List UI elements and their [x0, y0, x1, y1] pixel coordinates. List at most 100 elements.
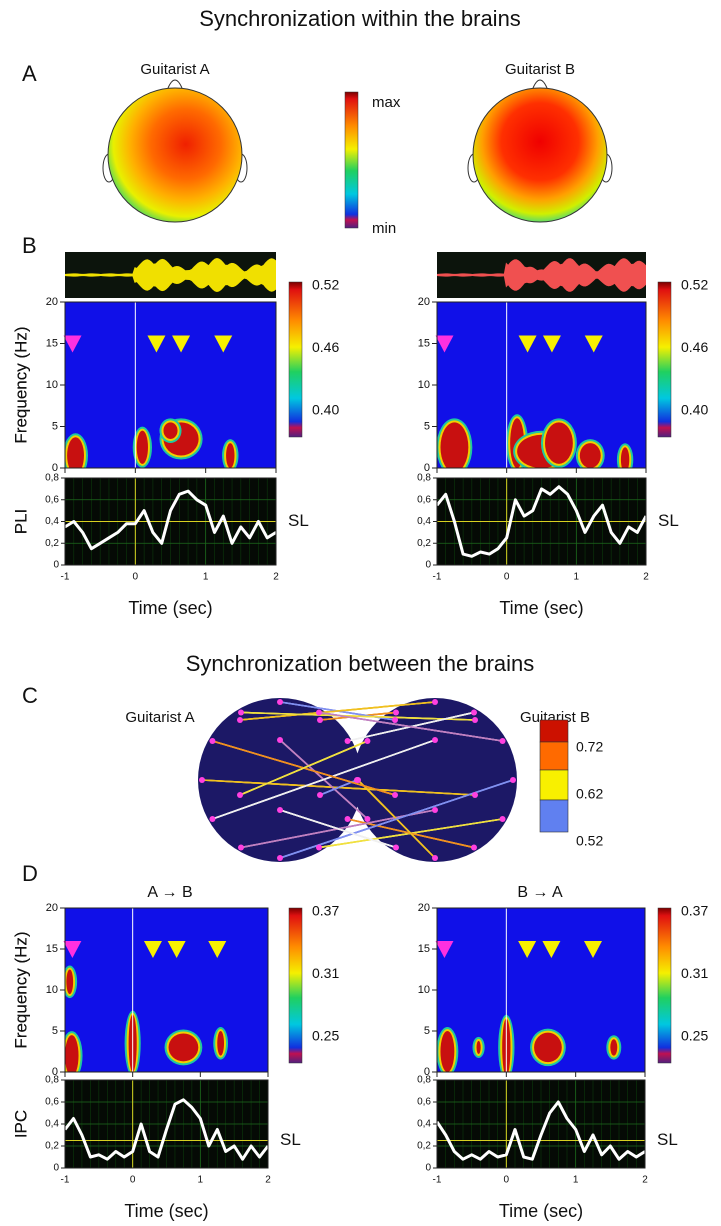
event-marker: [63, 335, 82, 353]
y-tick-label: 0: [53, 1163, 59, 1174]
event-marker: [435, 335, 454, 353]
x-tick-label: 1: [574, 572, 580, 583]
x-axis-label: Time (sec): [499, 598, 583, 618]
connection: [279, 809, 397, 849]
head-nose: [532, 79, 548, 89]
y-tick-label: 15: [46, 943, 58, 955]
y-tick-label: 10: [46, 379, 58, 391]
connection: [239, 740, 368, 796]
y-tick-label: 0,8: [45, 1075, 59, 1086]
electrode: [364, 816, 371, 822]
y-tick-label: 0: [424, 462, 430, 474]
x-tick-label: 2: [265, 1175, 271, 1186]
event-marker: [167, 941, 186, 958]
heatmap-blobs: [65, 418, 239, 468]
y-tick-label: 0,2: [45, 1141, 59, 1152]
plot-frame: [436, 477, 647, 566]
blob-core: [610, 1039, 618, 1056]
connection: [212, 739, 436, 820]
panel-label: A: [22, 61, 37, 86]
waveform: [65, 258, 276, 292]
colorbar: [288, 907, 303, 1064]
y-tick-label: 0,6: [45, 494, 59, 505]
legend-label: 0.52: [576, 833, 603, 849]
event-marker: [435, 941, 454, 958]
electrode: [432, 807, 438, 813]
head-map: [472, 87, 608, 223]
panel-label: D: [22, 861, 38, 886]
event-marker: [518, 941, 537, 958]
data-line: [64, 489, 277, 551]
x-tick-label: 1: [573, 1175, 579, 1186]
electrode: [499, 738, 506, 744]
y-tick-label: 5: [52, 420, 58, 432]
y-tick-label: 20: [418, 296, 430, 308]
panel-label: C: [22, 683, 38, 708]
colorbar: [288, 281, 303, 438]
electrode: [316, 844, 322, 851]
y-axis-label: Frequency (Hz): [11, 931, 30, 1048]
legend-block: [539, 719, 569, 743]
x-axis-label: Time (sec): [128, 598, 212, 618]
legend-block: [539, 799, 569, 833]
y-tick-label: 0,6: [45, 1097, 59, 1108]
electrode: [237, 792, 243, 798]
electrode: [277, 737, 283, 743]
colorbar-label: 0.40: [312, 402, 339, 418]
head-map: [107, 87, 243, 223]
head-label: Guitarist B: [520, 709, 590, 726]
electrode: [393, 709, 399, 716]
electrode: [471, 844, 477, 851]
y-tick-label: 0,4: [45, 1119, 59, 1130]
data-line: [63, 1098, 270, 1161]
heatmap-blobs: [437, 414, 634, 468]
electrode: [393, 844, 399, 851]
blob-core: [579, 443, 601, 468]
x-tick-label: 2: [643, 572, 649, 583]
y-tick-label: 5: [52, 1025, 58, 1037]
connection: [318, 711, 503, 742]
head-nose: [167, 79, 183, 89]
head-label: Guitarist A: [125, 709, 194, 726]
electrode: [432, 737, 438, 743]
y-tick-label: 20: [46, 902, 58, 914]
event-marker: [542, 335, 561, 353]
colorbar-label: min: [372, 220, 396, 237]
x-tick-label: 1: [198, 1175, 204, 1186]
event-marker: [63, 941, 82, 958]
head-label: Guitarist B: [505, 61, 575, 78]
blob-core: [67, 437, 84, 468]
sl-label: SL: [280, 1130, 301, 1149]
data-line: [435, 485, 648, 558]
event-marker: [542, 941, 561, 958]
colorbar-label: 0.31: [312, 965, 339, 981]
electrode: [238, 709, 244, 716]
colorbar-label: 0.25: [312, 1028, 339, 1044]
x-tick-label: 2: [273, 572, 279, 583]
heatmap-blobs: [437, 1014, 622, 1072]
section-title: Synchronization within the brains: [199, 6, 521, 31]
colorbar: [657, 281, 672, 438]
electrode: [472, 792, 478, 798]
y-axis-label: IPC: [11, 1110, 30, 1138]
event-marker: [518, 335, 537, 353]
sl-label: SL: [658, 511, 679, 530]
electrode: [510, 777, 516, 783]
event-marker: [172, 335, 191, 353]
waveform: [437, 258, 646, 292]
electrode: [277, 699, 283, 705]
blob-core: [620, 447, 630, 468]
x-tick-label: 0: [504, 572, 510, 583]
head-label: Guitarist A: [140, 61, 209, 78]
electrode: [344, 816, 351, 822]
y-tick-label: 15: [46, 337, 58, 349]
electrode: [344, 738, 351, 744]
x-tick-label: 0: [130, 1175, 136, 1186]
y-tick-label: 0: [52, 1066, 58, 1078]
y-axis-label: PLI: [11, 509, 30, 535]
electrode: [471, 709, 477, 716]
y-tick-label: 5: [424, 420, 430, 432]
data-line: [435, 1100, 646, 1161]
blob-core: [440, 422, 469, 468]
